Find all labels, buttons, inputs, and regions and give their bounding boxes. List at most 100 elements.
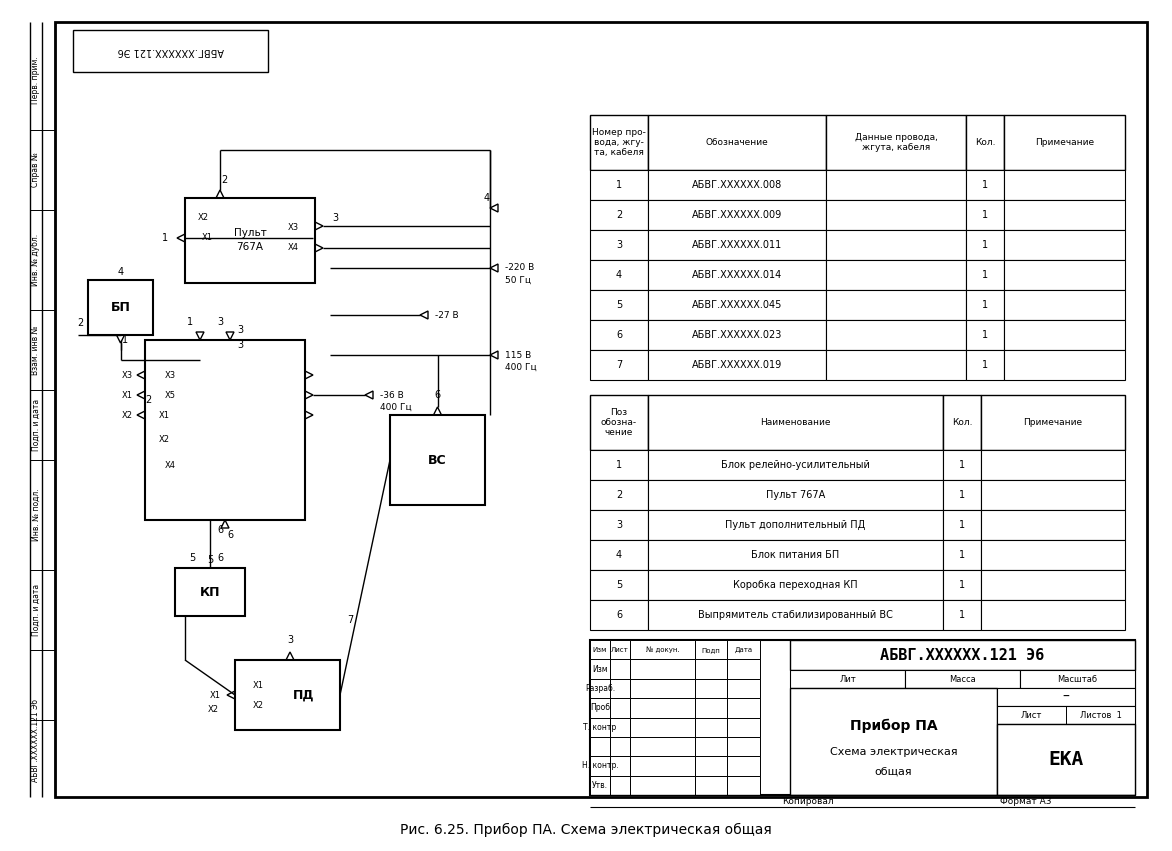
Text: Инв. № подл.: Инв. № подл. xyxy=(32,488,41,541)
Bar xyxy=(631,717,695,737)
Bar xyxy=(648,510,943,540)
Text: 2: 2 xyxy=(615,210,622,220)
Text: 1: 1 xyxy=(188,317,193,327)
Text: X2: X2 xyxy=(159,436,170,444)
Text: Масса: Масса xyxy=(949,675,976,683)
Text: 1: 1 xyxy=(959,490,965,500)
Bar xyxy=(590,540,648,570)
Bar xyxy=(966,350,1004,380)
Text: 1: 1 xyxy=(982,180,988,190)
Bar xyxy=(790,670,905,688)
Text: Прибор ПА: Прибор ПА xyxy=(850,718,938,733)
Text: АБВГ.XXXXXX.121 Э6: АБВГ.XXXXXX.121 Э6 xyxy=(117,46,224,56)
Bar xyxy=(648,600,943,630)
Text: X2: X2 xyxy=(122,410,132,420)
Text: 3: 3 xyxy=(237,340,243,350)
Text: АБВГ.XXXXXX.045: АБВГ.XXXXXX.045 xyxy=(691,300,782,310)
Text: Н. контр.: Н. контр. xyxy=(581,762,619,770)
Text: Пульт дополнительный ПД: Пульт дополнительный ПД xyxy=(725,520,866,530)
Bar xyxy=(966,290,1004,320)
Bar xyxy=(695,737,727,757)
Text: Рис. 6.25. Прибор ПА. Схема электрическая общая: Рис. 6.25. Прибор ПА. Схема электрическа… xyxy=(400,823,772,837)
Text: X1: X1 xyxy=(122,391,132,399)
Bar xyxy=(695,640,727,660)
Text: 3: 3 xyxy=(237,325,243,335)
Bar xyxy=(695,717,727,737)
Text: 1: 1 xyxy=(616,460,622,470)
Bar xyxy=(631,640,695,660)
Bar xyxy=(695,698,727,717)
Bar xyxy=(727,679,759,698)
Bar xyxy=(590,450,648,480)
Bar xyxy=(88,280,154,335)
Text: Номер про-
вода, жгу-
та, кабеля: Номер про- вода, жгу- та, кабеля xyxy=(592,128,646,157)
Bar xyxy=(590,320,648,350)
Text: Обозначение: Обозначение xyxy=(706,138,769,147)
Text: -36 В: -36 В xyxy=(380,391,403,399)
Text: 6: 6 xyxy=(227,530,233,540)
Bar xyxy=(648,570,943,600)
Text: Примечание: Примечание xyxy=(1035,138,1095,147)
Bar xyxy=(981,395,1125,450)
Text: АБВГ.XXXXXX.121 Э6: АБВГ.XXXXXX.121 Э6 xyxy=(880,648,1044,662)
Text: ЕКА: ЕКА xyxy=(1049,750,1084,769)
Bar xyxy=(648,115,826,170)
Bar xyxy=(943,450,981,480)
Bar xyxy=(981,510,1125,540)
Bar xyxy=(826,350,966,380)
Text: Масштаб: Масштаб xyxy=(1057,675,1097,683)
Text: Лист: Лист xyxy=(611,647,629,653)
Text: ПД: ПД xyxy=(293,688,314,701)
Bar xyxy=(826,170,966,200)
Text: 2: 2 xyxy=(615,490,622,500)
Text: Формат А3: Формат А3 xyxy=(1000,797,1051,807)
Bar xyxy=(981,480,1125,510)
Text: X4: X4 xyxy=(165,460,176,470)
Bar xyxy=(73,30,268,72)
Bar xyxy=(609,757,631,775)
Text: X2: X2 xyxy=(253,700,264,710)
Text: ВС: ВС xyxy=(428,454,447,466)
Text: 6: 6 xyxy=(616,610,622,620)
Bar xyxy=(590,640,609,660)
Bar xyxy=(727,640,759,660)
Text: X2: X2 xyxy=(207,705,218,715)
Text: КП: КП xyxy=(199,585,220,598)
Bar xyxy=(648,540,943,570)
Bar xyxy=(826,115,966,170)
Bar xyxy=(648,395,943,450)
Text: 767А: 767А xyxy=(237,242,264,252)
Text: АБВГ.XXXXXX.019: АБВГ.XXXXXX.019 xyxy=(691,360,782,370)
Bar xyxy=(966,230,1004,260)
Bar xyxy=(590,290,648,320)
Bar xyxy=(590,200,648,230)
Text: X3: X3 xyxy=(122,370,132,380)
Text: 6: 6 xyxy=(217,553,223,563)
Bar xyxy=(609,737,631,757)
Text: 6: 6 xyxy=(217,525,223,535)
Bar xyxy=(648,170,826,200)
Bar xyxy=(943,510,981,540)
Bar xyxy=(1004,320,1125,350)
Text: 50 Гц: 50 Гц xyxy=(505,276,531,284)
Text: общая: общая xyxy=(874,767,912,776)
Bar xyxy=(631,679,695,698)
Text: БП: БП xyxy=(110,301,130,314)
Bar xyxy=(631,660,695,679)
Text: Т. контр: Т. контр xyxy=(584,722,616,732)
Bar xyxy=(1004,260,1125,290)
Bar xyxy=(590,757,609,775)
Bar xyxy=(966,320,1004,350)
Text: Кол.: Кол. xyxy=(975,138,995,147)
Text: Утв.: Утв. xyxy=(592,781,608,790)
Text: Пульт: Пульт xyxy=(233,227,266,237)
Text: 3: 3 xyxy=(217,317,223,327)
Text: Схема электрическая: Схема электрическая xyxy=(830,747,958,757)
Bar xyxy=(981,600,1125,630)
Text: 1: 1 xyxy=(982,240,988,250)
Text: Дата: Дата xyxy=(735,647,752,653)
Bar xyxy=(727,775,759,795)
Bar xyxy=(943,395,981,450)
Bar xyxy=(981,570,1125,600)
Text: 1: 1 xyxy=(982,360,988,370)
